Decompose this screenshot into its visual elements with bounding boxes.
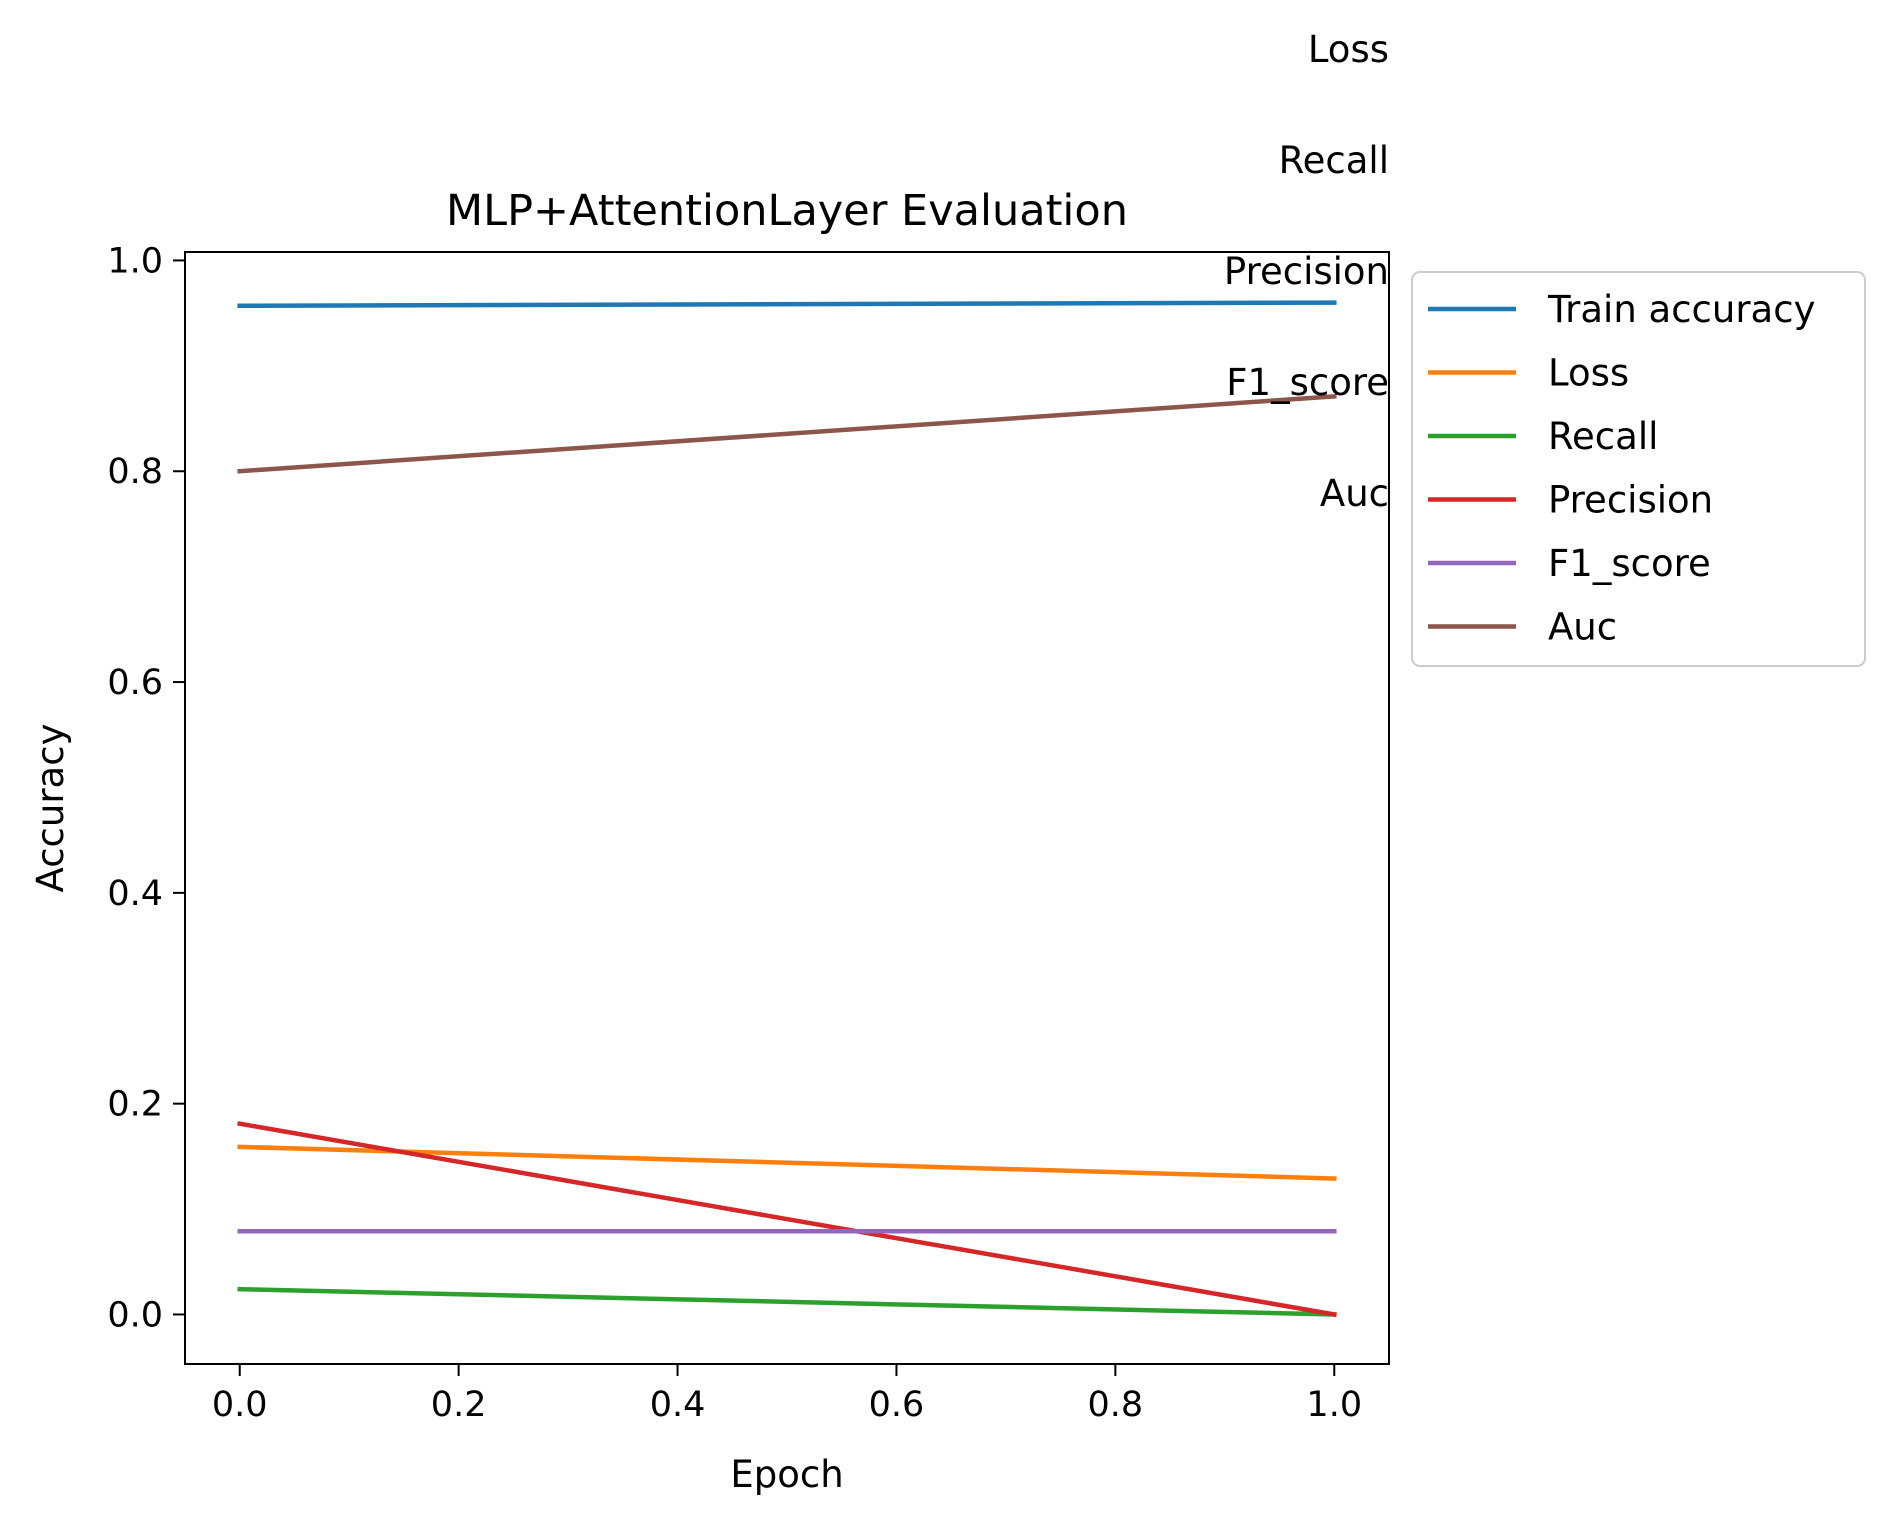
legend-label: Recall xyxy=(1548,415,1658,458)
y-tick-label: 0.2 xyxy=(107,1085,163,1125)
annotation-label: Precision xyxy=(1224,250,1389,293)
legend-label: F1_score xyxy=(1548,542,1711,585)
series-layer xyxy=(237,300,1337,1318)
y-tick-label: 0.6 xyxy=(107,663,163,703)
annotation-label: F1_score xyxy=(1226,361,1389,404)
legend-label: Train accuracy xyxy=(1547,288,1815,331)
series-line-loss xyxy=(237,1144,1337,1181)
y-tick-label: 0.8 xyxy=(107,452,163,492)
legend-label: Precision xyxy=(1548,479,1713,522)
y-tick-label: 0.0 xyxy=(107,1295,163,1335)
y-axis: 0.0 0.2 0.4 0.6 0.8 1.0 xyxy=(107,241,185,1335)
x-tick-label: 0.4 xyxy=(650,1385,706,1425)
annotation-layer: Loss Recall Precision F1_score Auc xyxy=(1224,28,1389,515)
legend-label: Auc xyxy=(1548,606,1617,649)
chart-title: MLP+AttentionLayer Evaluation xyxy=(446,186,1128,236)
series-line-train-accuracy xyxy=(237,300,1337,309)
x-tick-label: 1.0 xyxy=(1306,1385,1362,1425)
y-tick-label: 0.4 xyxy=(107,874,163,914)
legend-items: Train accuracy Loss Recall Precision F1_scor… xyxy=(1428,288,1815,649)
x-tick-label: 0.2 xyxy=(431,1385,487,1425)
x-tick-label: 0.8 xyxy=(1088,1385,1144,1425)
legend-label: Loss xyxy=(1548,352,1629,395)
legend-box xyxy=(1411,271,1866,667)
x-axis-label: Epoch xyxy=(730,1453,843,1496)
legend: Train accuracy Loss Recall Precision F1_scor… xyxy=(1411,271,1866,667)
y-tick-label: 1.0 xyxy=(107,241,163,281)
x-tick-label: 0.6 xyxy=(869,1385,925,1425)
plot-area-frame xyxy=(184,251,1390,1365)
series-line-auc xyxy=(237,394,1337,474)
series-line-precision xyxy=(237,1121,1337,1318)
x-tick-label: 0.0 xyxy=(212,1385,268,1425)
x-axis: 0.0 0.2 0.4 0.6 0.8 1.0 xyxy=(212,1364,1362,1425)
annotation-label: Recall xyxy=(1279,139,1389,182)
annotation-label: Auc xyxy=(1320,472,1389,515)
series-line-recall xyxy=(237,1286,1337,1317)
y-axis-label: Accuracy xyxy=(29,724,72,893)
annotation-label: Loss xyxy=(1308,28,1389,71)
